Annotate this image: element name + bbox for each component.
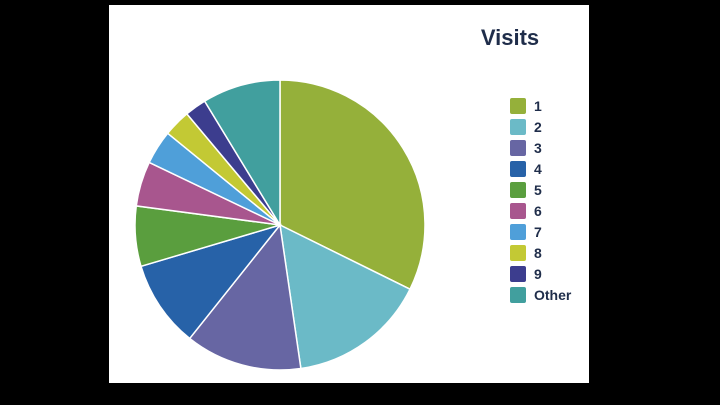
pie-slice-other[interactable] bbox=[203, 79, 281, 228]
pie-slice-1[interactable] bbox=[279, 79, 426, 291]
legend-label: 8 bbox=[534, 245, 542, 261]
pie-slice-4[interactable] bbox=[140, 223, 283, 340]
chart-title: Visits bbox=[481, 25, 539, 50]
legend: 1 2 3 4 5 6 7 8 9 Other bbox=[510, 98, 572, 303]
legend-item-2[interactable]: 2 bbox=[510, 119, 542, 135]
legend-item-5[interactable]: 5 bbox=[510, 182, 542, 198]
legend-label: 5 bbox=[534, 182, 542, 198]
legend-label: 7 bbox=[534, 224, 542, 240]
legend-label: 9 bbox=[534, 266, 542, 282]
pie-slices bbox=[134, 79, 426, 371]
legend-swatch bbox=[510, 203, 526, 219]
legend-label: Other bbox=[534, 287, 572, 303]
legend-item-3[interactable]: 3 bbox=[510, 140, 542, 156]
pie-chart: Visits 1 2 3 4 5 6 7 8 9 Other bbox=[134, 25, 572, 371]
legend-label: 6 bbox=[534, 203, 542, 219]
legend-swatch bbox=[510, 224, 526, 240]
legend-swatch bbox=[510, 245, 526, 261]
legend-label: 3 bbox=[534, 140, 542, 156]
legend-item-1[interactable]: 1 bbox=[510, 98, 542, 114]
legend-swatch bbox=[510, 140, 526, 156]
legend-label: 4 bbox=[534, 161, 542, 177]
legend-swatch bbox=[510, 266, 526, 282]
legend-item-9[interactable]: 9 bbox=[510, 266, 542, 282]
legend-swatch bbox=[510, 161, 526, 177]
legend-item-6[interactable]: 6 bbox=[510, 203, 542, 219]
legend-item-7[interactable]: 7 bbox=[510, 224, 542, 240]
legend-swatch bbox=[510, 119, 526, 135]
pie-slice-3[interactable] bbox=[188, 223, 302, 371]
legend-label: 1 bbox=[534, 98, 542, 114]
legend-swatch bbox=[510, 182, 526, 198]
chart-panel: Visits 1 2 3 4 5 6 7 8 9 Other bbox=[109, 5, 589, 383]
legend-item-4[interactable]: 4 bbox=[510, 161, 542, 177]
legend-item-8[interactable]: 8 bbox=[510, 245, 542, 261]
legend-swatch bbox=[510, 98, 526, 114]
legend-label: 2 bbox=[534, 119, 542, 135]
legend-swatch bbox=[510, 287, 526, 303]
pie-slice-2[interactable] bbox=[279, 223, 412, 370]
legend-item-other[interactable]: Other bbox=[510, 287, 572, 303]
